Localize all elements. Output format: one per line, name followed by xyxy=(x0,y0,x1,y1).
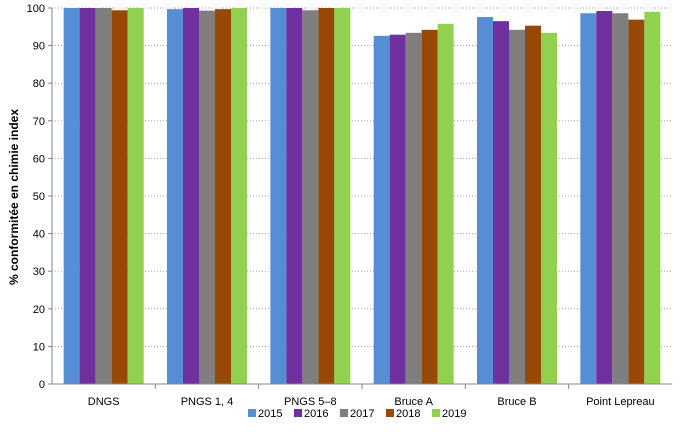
y-tick-label: 90 xyxy=(33,41,45,53)
y-tick-labels: 0 10 20 30 40 50 60 70 80 90 100 xyxy=(27,3,45,391)
y-tick-label: 20 xyxy=(33,304,45,316)
bar-2017 xyxy=(509,29,525,384)
y-tick-label: 0 xyxy=(39,379,45,391)
bar-2016 xyxy=(493,21,509,384)
bar-2018 xyxy=(628,19,645,384)
bar-2015 xyxy=(580,13,597,384)
y-tick-label: 50 xyxy=(33,191,45,203)
y-tick-label: 40 xyxy=(33,229,45,241)
y-tick-label: 70 xyxy=(33,116,45,128)
bar-2016 xyxy=(79,8,96,384)
bars xyxy=(63,8,661,385)
legend-swatch-2019 xyxy=(432,409,440,417)
y-tick-label: 10 xyxy=(33,341,45,353)
x-tick-label: DNGS xyxy=(88,396,120,408)
legend-swatch-2015 xyxy=(248,409,256,417)
bar-2019 xyxy=(334,8,351,384)
bar-2019 xyxy=(127,8,144,384)
y-axis-label: % conformitée en chimie index xyxy=(7,109,21,285)
bar-2018 xyxy=(525,25,541,385)
bar-2018 xyxy=(318,8,335,384)
legend-label: 2015 xyxy=(258,408,282,420)
bar-2015 xyxy=(477,17,493,385)
x-tick-label: PNGS 5–8 xyxy=(284,396,337,408)
y-tick-label: 100 xyxy=(27,3,45,15)
x-tick-label: PNGS 1, 4 xyxy=(181,396,234,408)
bar-2018 xyxy=(215,9,231,385)
legend-swatch-2016 xyxy=(294,409,302,417)
legend-label: 2018 xyxy=(396,408,420,420)
bar-2015 xyxy=(167,9,183,385)
legend-label: 2019 xyxy=(442,408,466,420)
bar-2016 xyxy=(183,8,199,384)
bar-2016 xyxy=(389,34,406,385)
axes xyxy=(48,7,672,389)
y-tick-label: 30 xyxy=(33,266,45,278)
bar-2019 xyxy=(644,11,661,384)
bar-2019 xyxy=(437,23,454,385)
legend: 2015 2016 2017 2018 2019 xyxy=(248,408,466,420)
x-tick-label: Bruce A xyxy=(394,396,433,408)
y-tick-label: 60 xyxy=(33,153,45,165)
legend-swatch-2017 xyxy=(340,409,348,417)
bar-2019 xyxy=(541,32,557,384)
bar-2018 xyxy=(421,29,438,384)
legend-label: 2016 xyxy=(304,408,328,420)
bar-2018 xyxy=(111,10,128,384)
bar-2017 xyxy=(302,10,319,384)
x-tick-label: Point Lepreau xyxy=(586,396,655,408)
legend-swatch-2018 xyxy=(386,409,394,417)
gridlines xyxy=(52,7,672,347)
bar-2019 xyxy=(231,8,247,384)
y-tick-label: 80 xyxy=(33,78,45,90)
x-tick-label: Bruce B xyxy=(497,396,536,408)
bar-2015 xyxy=(373,35,390,384)
x-tick-labels: DNGS PNGS 1, 4 PNGS 5–8 Bruce A Bruce B Point… xyxy=(88,396,655,408)
bar-2015 xyxy=(63,8,80,384)
bar-2016 xyxy=(596,11,613,385)
legend-label: 2017 xyxy=(350,408,374,420)
bar-2017 xyxy=(405,32,422,384)
bar-2017 xyxy=(95,8,112,384)
bar-2015 xyxy=(270,8,287,384)
bar-2016 xyxy=(286,8,303,384)
bar-2017 xyxy=(199,10,215,385)
bar-2017 xyxy=(612,13,629,384)
